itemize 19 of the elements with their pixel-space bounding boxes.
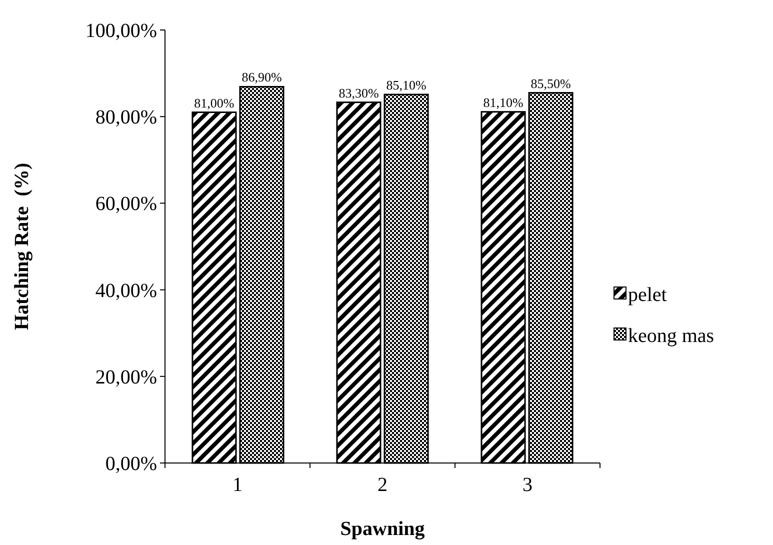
- y-tick-label: 0,00%: [105, 453, 157, 475]
- data-label: 81,10%: [483, 94, 524, 110]
- legend-label: pelet: [628, 284, 668, 306]
- y-tick-label: 60,00%: [95, 193, 157, 216]
- data-label: 85,10%: [386, 78, 426, 93]
- x-tick-label: 1: [232, 474, 242, 496]
- y-axis-title: Hatching Rate (%): [11, 162, 33, 330]
- x-tick-label: 3: [522, 474, 532, 496]
- legend-label: keong mas: [628, 325, 714, 347]
- data-label: 85,50%: [530, 76, 571, 91]
- y-tick-label: 20,00%: [95, 366, 157, 388]
- x-tick-label: 2: [378, 474, 388, 496]
- data-label: 86,90%: [242, 70, 282, 85]
- x-axis-title: Spawning: [340, 518, 425, 540]
- data-label: 83,30%: [338, 85, 379, 100]
- y-tick-label: 40,00%: [95, 280, 157, 302]
- y-tick-label: 80,00%: [95, 106, 157, 129]
- data-label: 81,00%: [194, 95, 234, 110]
- y-tick-label: 100,00%: [85, 20, 157, 42]
